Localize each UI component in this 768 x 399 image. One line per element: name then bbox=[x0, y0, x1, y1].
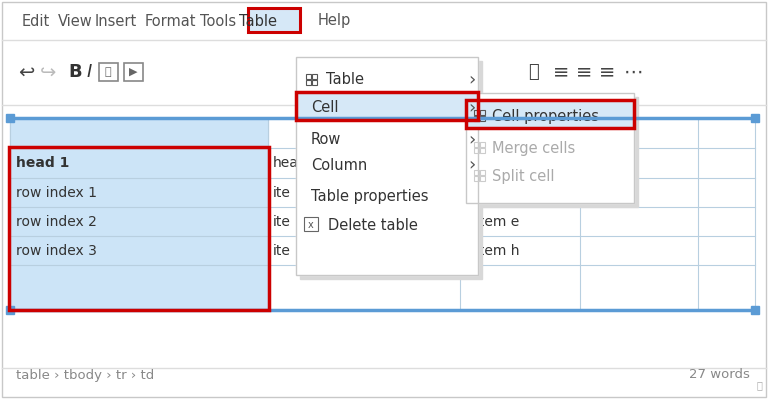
Bar bbox=[466, 93, 634, 203]
Text: I: I bbox=[87, 63, 92, 81]
Bar bbox=[10, 118, 268, 310]
Bar bbox=[474, 116, 479, 121]
Text: Split cell: Split cell bbox=[492, 168, 554, 184]
Text: ≡: ≡ bbox=[599, 63, 615, 81]
Bar bbox=[300, 61, 482, 279]
Text: ›: › bbox=[468, 71, 475, 89]
Text: ≡: ≡ bbox=[576, 63, 592, 81]
Text: ⋯: ⋯ bbox=[624, 63, 644, 81]
Text: hea: hea bbox=[273, 156, 299, 170]
Text: ▶: ▶ bbox=[129, 67, 137, 77]
Bar bbox=[296, 57, 478, 275]
Text: ›: › bbox=[468, 99, 475, 117]
Text: ›: › bbox=[468, 156, 475, 174]
Bar bbox=[248, 8, 300, 32]
Text: row index 1: row index 1 bbox=[16, 186, 97, 200]
Bar bbox=[306, 80, 311, 85]
Bar bbox=[751, 306, 759, 314]
Text: ↩: ↩ bbox=[18, 63, 35, 81]
Text: Insert: Insert bbox=[95, 14, 137, 28]
Text: x: x bbox=[308, 220, 314, 230]
Text: item e: item e bbox=[475, 215, 519, 229]
Text: ↪: ↪ bbox=[40, 63, 56, 81]
Text: Table: Table bbox=[326, 73, 364, 87]
Bar bbox=[480, 148, 485, 153]
Bar bbox=[474, 176, 479, 181]
Bar bbox=[304, 217, 318, 231]
Bar bbox=[466, 100, 634, 128]
Bar bbox=[99, 63, 118, 81]
Text: Table properties: Table properties bbox=[311, 188, 429, 203]
Bar bbox=[6, 306, 14, 314]
Text: Help: Help bbox=[318, 14, 351, 28]
Bar bbox=[296, 57, 478, 275]
Text: ite: ite bbox=[273, 244, 291, 258]
Text: ›: › bbox=[468, 131, 475, 149]
Text: row index 3: row index 3 bbox=[16, 244, 97, 258]
Text: B: B bbox=[68, 63, 81, 81]
Bar bbox=[248, 8, 300, 32]
Bar bbox=[474, 142, 479, 147]
Bar bbox=[297, 92, 477, 120]
Bar bbox=[312, 74, 317, 79]
Text: ⤢: ⤢ bbox=[528, 63, 538, 81]
Bar bbox=[470, 97, 638, 207]
Text: row index 2: row index 2 bbox=[16, 215, 97, 229]
Text: View: View bbox=[58, 14, 93, 28]
Bar bbox=[474, 110, 479, 115]
Bar bbox=[10, 118, 755, 310]
Bar bbox=[480, 176, 485, 181]
Text: Row: Row bbox=[311, 132, 341, 148]
Bar bbox=[466, 93, 634, 203]
Bar bbox=[480, 110, 485, 115]
Text: head 1: head 1 bbox=[16, 156, 69, 170]
Bar bbox=[306, 74, 311, 79]
Text: Table: Table bbox=[239, 14, 277, 28]
Text: Edit: Edit bbox=[22, 14, 50, 28]
Bar bbox=[6, 114, 14, 122]
Bar bbox=[312, 80, 317, 85]
Text: ≡: ≡ bbox=[553, 63, 569, 81]
Text: ⧿: ⧿ bbox=[756, 380, 762, 390]
Text: 27 words: 27 words bbox=[689, 369, 750, 381]
Text: ite: ite bbox=[273, 215, 291, 229]
Text: Delete table: Delete table bbox=[328, 217, 418, 233]
Text: ite: ite bbox=[273, 186, 291, 200]
Bar bbox=[124, 63, 143, 81]
Text: Cell properties: Cell properties bbox=[492, 109, 599, 124]
Text: Cell: Cell bbox=[311, 101, 339, 115]
Bar bbox=[480, 142, 485, 147]
Bar bbox=[467, 100, 633, 128]
Bar bbox=[474, 170, 479, 175]
Bar bbox=[480, 170, 485, 175]
Text: ⛰: ⛰ bbox=[104, 67, 111, 77]
Text: Format: Format bbox=[145, 14, 197, 28]
Bar bbox=[296, 92, 478, 120]
Bar bbox=[474, 148, 479, 153]
Text: Tools: Tools bbox=[200, 14, 236, 28]
Text: Column: Column bbox=[311, 158, 367, 172]
Bar bbox=[480, 116, 485, 121]
Text: item h: item h bbox=[475, 244, 519, 258]
Text: Merge cells: Merge cells bbox=[492, 140, 575, 156]
Bar bbox=[9, 147, 269, 310]
Bar bbox=[751, 114, 759, 122]
Text: table › tbody › tr › td: table › tbody › tr › td bbox=[16, 369, 154, 381]
